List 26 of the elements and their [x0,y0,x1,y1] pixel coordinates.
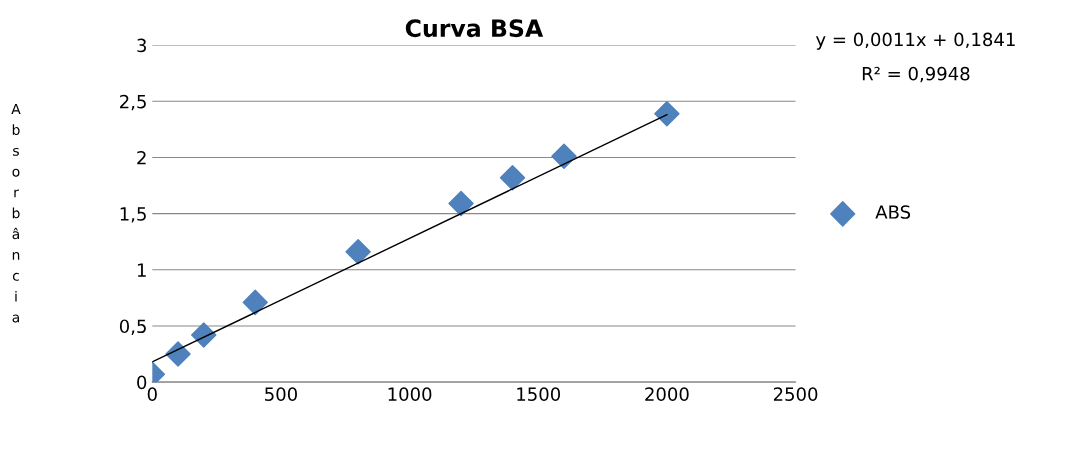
point [654,100,680,127]
y-tick-label: 1,5 [120,207,146,223]
y-tick-label: 2 [137,150,146,165]
point [499,164,526,191]
y-tick-label: 0,5 [119,319,146,335]
x-tick-label: 2500 [773,387,818,401]
point [551,143,577,170]
point [345,239,371,265]
y-tick-label: 2,5 [120,94,146,111]
point [242,289,268,316]
x-tick-label: 1500 [517,387,561,401]
y-tick-label: 1 [137,263,146,277]
y-tick-label: 3 [137,38,146,53]
y-tick-label: 0 [137,375,147,390]
chart-title: Curva BSA [405,19,544,38]
point [191,322,217,348]
text: R² = 0,9948 [862,66,970,83]
x-tick-label: 2000 [645,387,689,401]
x-tick-label: 1000 [388,387,432,401]
x-tick-label: 0 [147,387,157,401]
point [165,341,191,367]
point [448,190,474,217]
legend-label: ABS [875,205,911,219]
x-tick-label: 500 [265,387,297,401]
text: Absorbância [11,103,21,323]
text: y = 0,0011x + 0,1841 [815,32,1015,50]
